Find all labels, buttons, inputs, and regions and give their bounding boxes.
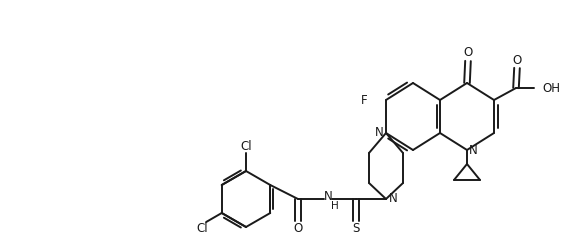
Text: O: O (512, 54, 522, 66)
Text: Cl: Cl (240, 139, 252, 153)
Text: N: N (389, 193, 398, 205)
Text: O: O (294, 223, 303, 235)
Text: S: S (352, 223, 360, 235)
Text: N: N (375, 127, 384, 139)
Text: F: F (362, 94, 368, 106)
Text: N: N (323, 190, 332, 203)
Text: Cl: Cl (196, 222, 208, 234)
Text: O: O (463, 46, 473, 60)
Text: OH: OH (542, 81, 560, 94)
Text: H: H (331, 201, 339, 211)
Text: N: N (469, 144, 478, 157)
